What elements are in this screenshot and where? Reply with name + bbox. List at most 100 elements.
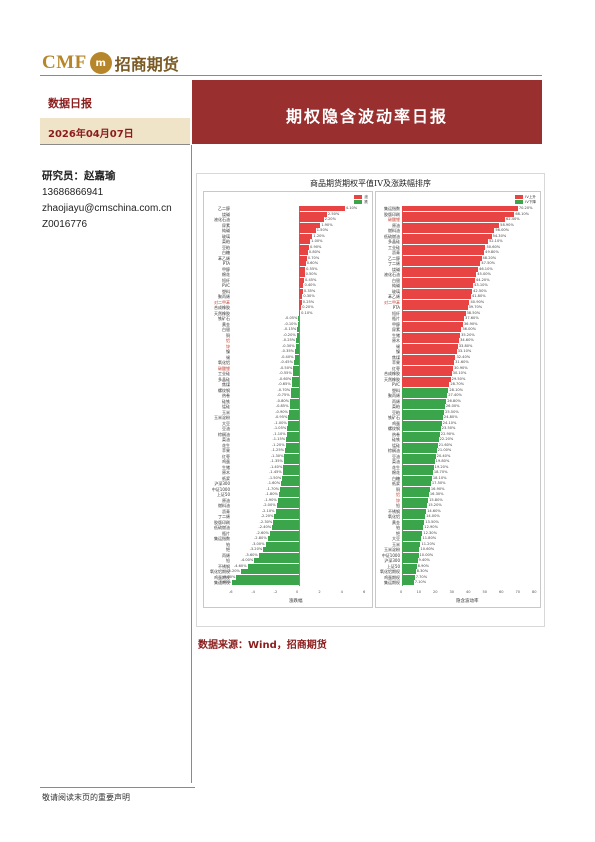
iv-bar xyxy=(402,497,429,503)
bar-value-label: -0.75% xyxy=(276,393,290,397)
iv-bar xyxy=(402,349,457,355)
bar-value-label: 1.50% xyxy=(316,228,329,232)
bar-value-label: -2.30% xyxy=(259,519,273,524)
iv-bar xyxy=(402,503,428,509)
category-label: 纯碱 xyxy=(392,283,400,288)
bar-value-label: 25.50% xyxy=(445,409,459,414)
bar-value-label: -2.60% xyxy=(256,530,269,535)
legend-swatch xyxy=(354,195,363,199)
iv-bar xyxy=(402,316,465,322)
category-label: 原油 xyxy=(222,497,230,503)
change-bar xyxy=(299,288,303,294)
change-bar xyxy=(297,321,299,327)
category-label: 锡 xyxy=(396,343,400,349)
bar-value-label: -0.30% xyxy=(281,343,295,348)
category-label: 上证50 xyxy=(386,563,400,569)
iv-bar xyxy=(402,206,518,212)
bar-value-label: 22.20% xyxy=(439,437,454,441)
change-bar xyxy=(292,371,299,377)
x-tick-label: 70 xyxy=(515,589,521,594)
iv-bar xyxy=(402,536,422,542)
bar-value-label: 0.45% xyxy=(305,277,317,282)
x-tick-label: 40 xyxy=(466,589,471,594)
bar-value-label: -2.20% xyxy=(260,514,274,518)
change-bar xyxy=(297,327,299,333)
bar-value-label: 0.80% xyxy=(308,250,321,254)
iv-bar xyxy=(402,211,515,217)
bar-value-label: -3.60% xyxy=(245,552,258,557)
change-bar xyxy=(285,448,299,454)
iv-bar xyxy=(402,437,439,443)
researcher-email[interactable]: zhaojiayu@cmschina.com.cn xyxy=(42,203,172,214)
bar-value-label: 7.70% xyxy=(415,574,428,579)
category-label: 红枣 xyxy=(222,453,230,459)
category-label: 白银 xyxy=(222,327,230,332)
category-label: 中证1000 xyxy=(381,552,400,558)
category-label: 苯乙烯 xyxy=(388,294,400,299)
chart-legend: IV上升 IV下降 xyxy=(515,195,536,205)
category-label: 纯碱 xyxy=(222,228,230,233)
company-logo: CMF m 招商期货 xyxy=(42,50,179,76)
category-label: 玻璃 xyxy=(392,288,400,294)
bar-value-label: 38.50% xyxy=(466,310,481,315)
iv-bar xyxy=(402,569,416,575)
category-label: 燃料油 xyxy=(218,503,230,508)
category-label: 沥青 xyxy=(222,508,230,514)
bar-value-label: -1.80% xyxy=(265,492,278,496)
bar-value-label: 62.40% xyxy=(505,217,520,221)
x-axis-label: 隐含波动率 xyxy=(456,598,479,604)
researcher-license: Z0016776 xyxy=(42,219,88,230)
bar-value-label: -0.20% xyxy=(283,332,296,337)
change-bar xyxy=(265,541,299,547)
category-label: 工业硅 xyxy=(218,371,230,376)
category-label: 热卷 xyxy=(222,393,230,398)
iv-bar xyxy=(402,222,500,228)
change-bar xyxy=(287,420,299,426)
category-label: 豆粕 xyxy=(222,244,230,250)
category-label: 聚丙烯 xyxy=(218,294,230,299)
change-bar xyxy=(299,294,303,300)
category-label: 沪深300 xyxy=(214,481,230,486)
bar-value-label: -6.00% xyxy=(218,580,231,584)
x-axis-label: 涨跌幅 xyxy=(289,598,303,604)
change-panel: 乙二醇 4.10% 烧碱 2.50% 液化石油 2.20% 尿素 1.90% 纯碱 1.50% 玻璃… xyxy=(203,191,373,608)
category-label: 铂 xyxy=(396,525,400,530)
bar-value-label: 13.50% xyxy=(425,519,439,524)
zero-axis xyxy=(299,206,300,586)
category-label: 聚丙烯 xyxy=(388,393,400,398)
category-label: 天然橡胶 xyxy=(384,376,400,382)
category-label: 白糖 xyxy=(392,475,400,481)
section-label: 数据日报 xyxy=(48,97,92,110)
category-label: 豆粕 xyxy=(392,409,400,415)
logo-cn-name: 招商期货 xyxy=(114,55,179,74)
legend-label: 涨 xyxy=(364,195,368,199)
researcher-name: 研究员：赵嘉瑜 xyxy=(42,170,116,182)
bar-value-label: -0.40% xyxy=(280,354,294,359)
change-bar xyxy=(236,574,299,580)
x-tick-label: -2 xyxy=(273,589,278,594)
bar-value-label: -3.20% xyxy=(249,547,263,551)
bar-value-label: -1.40% xyxy=(269,464,283,469)
x-tick-label: 4 xyxy=(340,589,343,594)
iv-bar xyxy=(402,376,451,382)
category-label: 铅 xyxy=(396,503,400,508)
category-label: 铜 xyxy=(226,332,230,338)
category-label: 锌 xyxy=(226,343,230,349)
iv-panel: 集运指数 70.20% 胶版印刷 68.10% 碳酸锂 62.40% 原油 58.90% 燃料油… xyxy=(375,191,541,608)
bar-value-label: -1.10% xyxy=(273,431,286,436)
legend-swatch xyxy=(515,195,524,199)
footer-divider xyxy=(40,787,195,788)
bar-value-label: 26.80% xyxy=(447,398,461,403)
category-label: 镍 xyxy=(396,349,400,354)
bar-value-label: 16.30% xyxy=(429,492,444,496)
change-bar xyxy=(296,338,299,344)
bar-value-label: -0.90% xyxy=(275,409,288,414)
footer-disclaimer: 敬请阅读末页的重要声明 xyxy=(42,793,130,802)
bar-value-label: 0.35% xyxy=(303,288,316,293)
bar-value-label: 30.90% xyxy=(453,365,468,370)
bar-value-label: -1.45% xyxy=(269,470,282,474)
change-bar xyxy=(290,393,299,399)
category-label: 黄金 xyxy=(392,519,400,525)
category-label: 纸浆 xyxy=(392,481,400,486)
category-label: 塑料 xyxy=(392,387,400,393)
